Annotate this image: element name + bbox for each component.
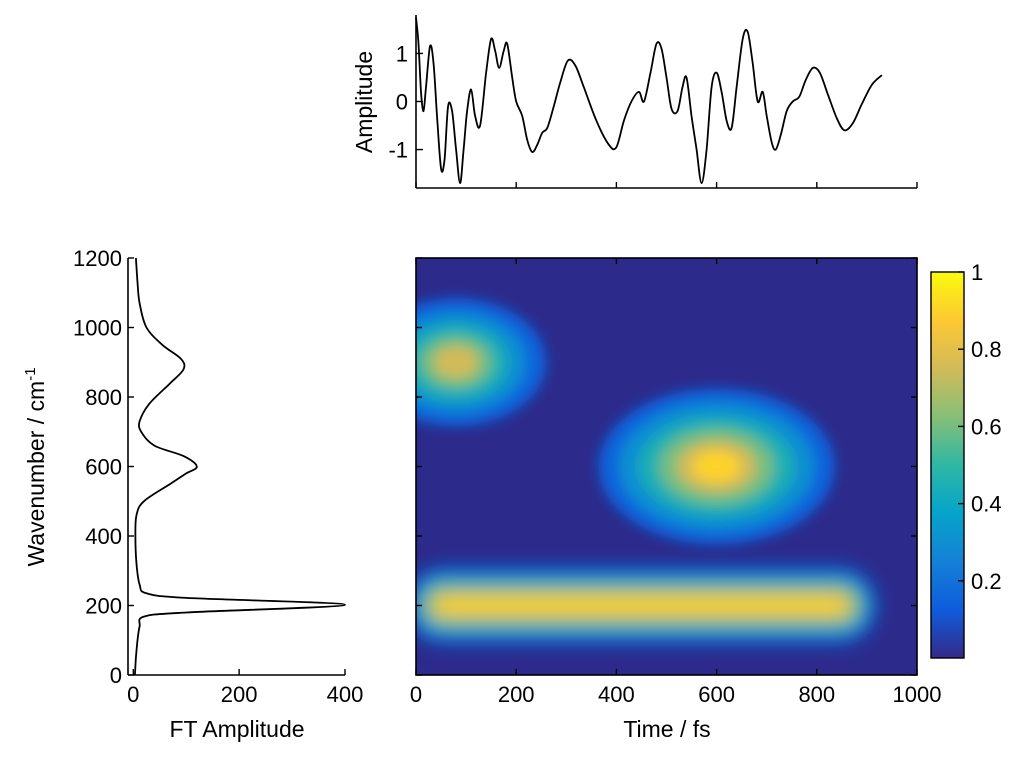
- heatmap-x-tick-label: 800: [798, 682, 835, 707]
- time-trace-y-axis-title: Amplitude: [351, 51, 377, 153]
- ft-spectrum-x-tick-label: 400: [327, 682, 364, 707]
- ft-spectrum-y-tick-label: 600: [85, 455, 122, 480]
- heatmap-x-tick-label: 600: [698, 682, 735, 707]
- ft-spectrum-y-tick-label: 1000: [73, 316, 122, 341]
- heatmap-features: [416, 298, 877, 644]
- colorbar-tick-label: 0.8: [971, 337, 1002, 362]
- ft-spectrum-y-axis-title-base: Wavenumber / cm: [23, 381, 49, 567]
- ft-spectrum-y-tick-label: 200: [85, 594, 122, 619]
- heatmap-y-ticks: [416, 257, 917, 676]
- ft-spectrum-x-tick-label: 0: [127, 682, 139, 707]
- colorbar-gradient: [930, 271, 965, 659]
- colorbar-tick-label: 0.2: [971, 569, 1002, 594]
- heatmap-feature: [598, 388, 835, 545]
- time-trace-plot: -1 0 1 Amplitude: [351, 15, 918, 189]
- ft-spectrum-y-tick-label: 1200: [73, 246, 122, 271]
- time-trace-y-ticks: -1 0 1: [388, 41, 423, 163]
- colorbar-tick-label: 0.6: [971, 414, 1002, 439]
- time-trace-x-ticks: [415, 182, 918, 188]
- ft-spectrum-y-axis-title: Wavenumber / cm-1: [22, 367, 49, 566]
- colorbar-ticks: 0.2 0.4 0.6 0.8 1: [958, 260, 1002, 594]
- ft-spectrum-y-tick-label: 800: [85, 385, 122, 410]
- ft-spectrum-y-ticks: 0 200 400 600 800 1000 1200: [73, 246, 134, 688]
- heatmap-x-axis-title: Time / fs: [623, 716, 710, 742]
- ft-spectrum-plot: 0 200 400 600 800 1000 1200 0 200 400 FT Amplitu…: [22, 246, 363, 742]
- heatmap-x-tick-label: 0: [410, 682, 422, 707]
- ft-spectrum-x-tick-label: 200: [221, 682, 258, 707]
- heatmap-feature: [416, 567, 877, 644]
- ft-spectrum-x-ticks: 0 200 400: [127, 669, 363, 707]
- time-trace-y-tick-label: 0: [396, 90, 408, 115]
- colorbar: 0.2 0.4 0.6 0.8 1: [930, 260, 1002, 659]
- time-trace-y-tick-label: 1: [396, 41, 408, 66]
- time-trace-line: [415, 17, 883, 185]
- colorbar-tick-label: 1: [971, 260, 983, 285]
- colorbar-tick-label: 0.4: [971, 492, 1002, 517]
- ft-spectrum-y-tick-label: 400: [85, 524, 122, 549]
- wavelet-heatmap: [416, 258, 917, 675]
- heatmap-feature: [416, 298, 547, 427]
- ft-spectrum-line: [134, 257, 346, 676]
- ft-spectrum-x-axis-title: FT Amplitude: [169, 716, 304, 742]
- time-trace-y-tick-label: -1: [388, 138, 408, 163]
- heatmap-x-tick-label: 400: [598, 682, 635, 707]
- heatmap-x-ticks: 0 200 400 600 800 1000: [410, 258, 942, 707]
- ft-spectrum-y-tick-label: 0: [110, 663, 122, 688]
- heatmap-x-tick-label: 1000: [893, 682, 942, 707]
- ft-spectrum-y-axis-title-superscript: -1: [22, 367, 39, 380]
- heatmap-x-tick-label: 200: [498, 682, 535, 707]
